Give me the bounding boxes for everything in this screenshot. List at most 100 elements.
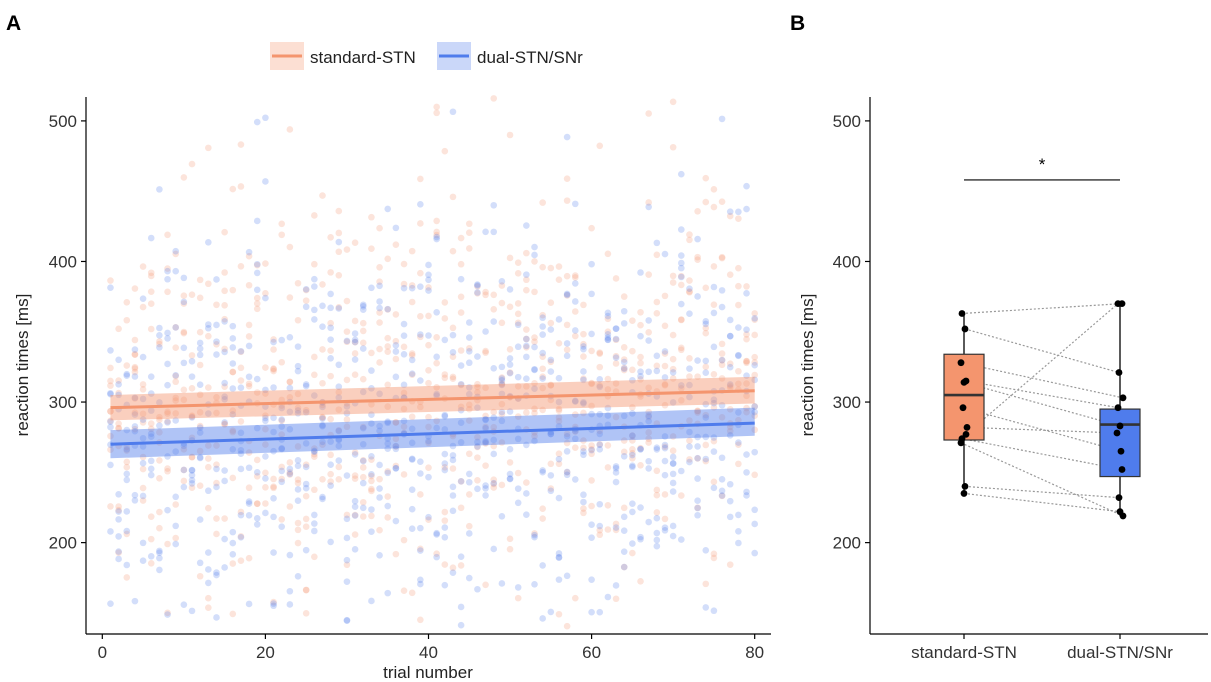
scatter-point (278, 445, 286, 453)
scatter-point (319, 413, 326, 421)
scatter-point (433, 550, 440, 557)
scatter-point (539, 373, 546, 380)
scatter-point (115, 381, 122, 388)
scatter-point (107, 277, 114, 284)
scatter-point (368, 477, 375, 485)
scatter-point (482, 581, 489, 589)
scatter-point (555, 554, 563, 561)
scatter-point (392, 550, 400, 558)
scatter-point (457, 406, 465, 414)
scatter-point (335, 426, 343, 434)
scatter-point (498, 374, 506, 381)
scatter-point (172, 501, 180, 508)
scatter-point (694, 256, 701, 263)
scatter-point (457, 293, 465, 301)
scatter-point (474, 380, 481, 388)
participant-point (959, 404, 967, 412)
scatter-point (449, 247, 457, 255)
scatter-point (368, 284, 375, 292)
scatter-point (359, 327, 367, 335)
scatter-point (653, 444, 661, 452)
scatter-point (221, 269, 228, 276)
scatter-point (490, 476, 498, 483)
scatter-point (726, 208, 734, 215)
scatter-point (286, 378, 294, 386)
scatter-point (531, 437, 538, 445)
scatter-point (123, 370, 131, 378)
scatter-point (571, 476, 579, 483)
scatter-point (743, 380, 750, 387)
scatter-point (677, 344, 685, 352)
scatter-point (563, 272, 571, 280)
scatter-point (311, 511, 318, 519)
scatter-point (620, 527, 628, 535)
scatter-point (425, 312, 432, 320)
scatter-point (327, 290, 334, 298)
scatter-point (547, 382, 555, 389)
scatter-point (131, 409, 139, 416)
scatter-point (253, 261, 261, 269)
scatter-point (294, 479, 302, 487)
scatter-point (343, 246, 351, 253)
scatter-point (433, 233, 440, 241)
scatter-point (253, 118, 261, 126)
scatter-point (172, 522, 180, 530)
scatter-point (539, 349, 546, 357)
scatter-point (563, 197, 571, 204)
scatter-point (115, 508, 122, 515)
scatter-point (620, 504, 628, 512)
scatter-point (221, 318, 228, 325)
scatter-point (620, 358, 628, 366)
scatter-point (482, 347, 489, 355)
scatter-point (694, 455, 701, 462)
scatter-point (205, 566, 212, 573)
scatter-point (474, 443, 481, 451)
scatter-point (751, 520, 758, 528)
regression-lines (110, 389, 755, 446)
scatter-point (604, 331, 612, 338)
scatter-point (229, 539, 237, 547)
scatter-point (474, 454, 481, 461)
scatter-point (433, 109, 440, 117)
scatter-point (710, 301, 718, 308)
scatter-point (555, 494, 563, 502)
scatter-point (156, 566, 163, 574)
scatter-point (645, 317, 652, 324)
scatter-point (523, 353, 530, 361)
scatter-point (523, 342, 530, 350)
scatter-point (743, 326, 750, 333)
scatter-point (180, 174, 188, 181)
scatter-point (270, 475, 277, 483)
scatter-point (645, 408, 652, 416)
scatter-point (710, 371, 718, 378)
scatter-point (270, 447, 277, 455)
scatter-point (751, 371, 758, 379)
scatter-point (302, 381, 310, 388)
scatter-point (751, 426, 758, 434)
y-tick-label: 200 (49, 534, 77, 553)
scatter-point (718, 454, 726, 462)
scatter-point (645, 110, 652, 117)
scatter-point (523, 335, 530, 343)
scatter-point (343, 561, 351, 569)
scatter-point (425, 287, 432, 294)
scatter-point (588, 450, 595, 458)
scatter-point (172, 378, 180, 386)
scatter-point (188, 160, 196, 168)
scatter-point (571, 397, 579, 405)
scatter-point (604, 250, 612, 258)
scatter-point (539, 263, 546, 271)
scatter-point (351, 497, 359, 505)
scatter-point (457, 347, 465, 354)
scatter-point (726, 405, 734, 413)
scatter-point (531, 385, 538, 392)
scatter-point (482, 412, 489, 420)
scatter-point (335, 463, 343, 471)
scatter-point (710, 550, 718, 558)
scatter-point (294, 279, 302, 287)
scatter-point (718, 303, 726, 311)
scatter-point (580, 444, 587, 452)
scatter-point (718, 253, 726, 261)
scatter-point (629, 432, 636, 440)
scatter-point (205, 238, 212, 246)
